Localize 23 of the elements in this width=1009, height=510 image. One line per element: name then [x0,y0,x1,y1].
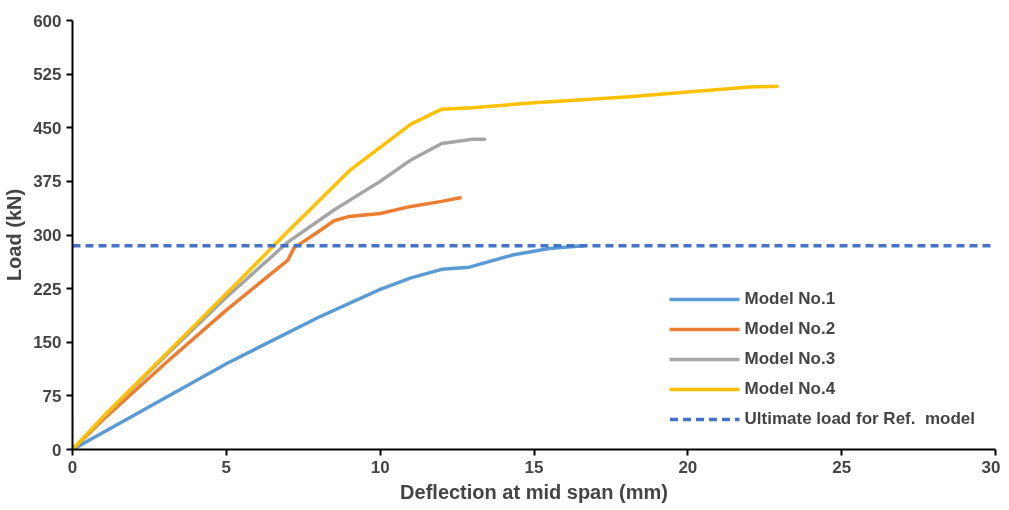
x-tick-label: 25 [832,457,852,477]
legend-label: Model No.2 [744,319,836,339]
x-tick-label: 5 [221,457,232,477]
x-tick-label: 20 [678,457,698,477]
x-tick-label: 15 [524,457,544,477]
y-tick-label: 0 [52,440,62,460]
y-tick-label: 525 [33,65,62,85]
x-tick-label: 10 [370,457,390,477]
y-axis-title: Load (kN) [3,188,26,282]
legend-label: Model No.3 [744,349,836,369]
legend-label: Ultimate load for Ref. model [744,409,975,429]
y-tick-label: 600 [33,11,62,31]
y-tick-label: 450 [33,118,62,138]
y-tick-label: 375 [33,172,62,192]
x-axis-title: Deflection at mid span (mm) [400,480,668,503]
legend-label: Model No.1 [744,289,836,309]
x-tick-label: 0 [67,457,78,477]
y-tick-label: 75 [42,386,62,406]
y-tick-label: 300 [33,226,62,245]
y-tick-label: 150 [33,333,62,353]
legend-label: Model No.4 [744,379,836,399]
x-tick-label: 30 [981,457,1001,477]
y-tick-label: 225 [33,279,62,299]
